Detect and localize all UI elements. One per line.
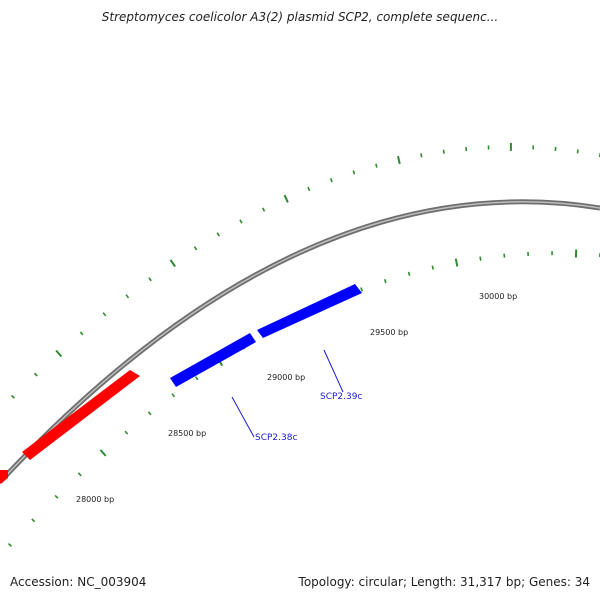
minor-tick-mark bbox=[31, 518, 36, 523]
minor-tick-mark bbox=[576, 149, 579, 154]
minor-tick-mark bbox=[431, 265, 434, 270]
minor-tick-mark bbox=[7, 543, 13, 547]
minor-tick-mark bbox=[420, 153, 423, 158]
minor-tick-mark bbox=[307, 186, 311, 192]
backbone-highlight bbox=[0, 201, 600, 483]
minor-tick-mark bbox=[124, 430, 129, 435]
minor-tick-mark bbox=[407, 271, 411, 276]
minor-tick-mark bbox=[10, 394, 15, 399]
outer-tick-ring bbox=[10, 142, 600, 399]
gene-label-scp2-39c: SCP2.39c bbox=[320, 392, 362, 402]
minor-tick-mark bbox=[102, 312, 107, 317]
minor-tick-mark bbox=[329, 178, 333, 183]
minor-tick-mark bbox=[383, 278, 387, 284]
gene-arrow-reverse[interactable] bbox=[257, 284, 362, 338]
major-tick-mark bbox=[397, 155, 401, 165]
minor-tick-mark bbox=[148, 277, 152, 282]
major-tick-mark bbox=[283, 194, 289, 203]
major-tick-mark bbox=[454, 258, 459, 267]
topology-summary-text: Topology: circular; Length: 31,317 bp; G… bbox=[298, 575, 590, 589]
minor-tick-mark bbox=[147, 411, 152, 416]
accession-text: Accession: NC_003904 bbox=[10, 575, 147, 589]
major-tick-mark bbox=[169, 259, 176, 268]
backbone-circle bbox=[0, 199, 600, 484]
major-tick-mark bbox=[55, 349, 63, 358]
minor-tick-mark bbox=[194, 376, 199, 381]
minor-tick-mark bbox=[125, 294, 130, 299]
gene-label-leader bbox=[323, 349, 344, 393]
minor-tick-mark bbox=[261, 207, 266, 212]
minor-tick-mark bbox=[33, 372, 38, 377]
minor-tick-mark bbox=[54, 494, 59, 499]
minor-tick-mark bbox=[360, 287, 364, 292]
tick-label-30000: 30000 bp bbox=[479, 292, 517, 301]
gene-label-leader bbox=[231, 396, 255, 438]
gene-arrow-forward[interactable] bbox=[0, 470, 8, 484]
tick-label-28000: 28000 bp bbox=[76, 495, 114, 504]
gene-arrow-reverse[interactable] bbox=[170, 333, 256, 387]
minor-tick-mark bbox=[239, 219, 243, 224]
gene-label-scp2-38c: SCP2.38c bbox=[255, 433, 297, 443]
minor-tick-mark bbox=[171, 393, 176, 398]
minor-tick-mark bbox=[77, 472, 82, 477]
minor-tick-mark bbox=[193, 246, 198, 251]
tick-label-29500: 29500 bp bbox=[370, 328, 408, 337]
minor-tick-mark bbox=[216, 232, 220, 237]
gene-arrow-forward[interactable] bbox=[22, 370, 140, 460]
minor-tick-mark bbox=[479, 256, 482, 261]
tick-label-28500: 28500 bp bbox=[168, 429, 206, 438]
minor-tick-mark bbox=[352, 170, 356, 175]
minor-tick-mark bbox=[79, 331, 84, 336]
tick-label-29000: 29000 bp bbox=[267, 373, 305, 382]
minor-tick-mark bbox=[375, 163, 378, 168]
minor-tick-mark bbox=[442, 149, 445, 154]
map-title: Streptomyces coelicolor A3(2) plasmid SC… bbox=[101, 10, 499, 24]
major-tick-mark bbox=[99, 449, 107, 457]
